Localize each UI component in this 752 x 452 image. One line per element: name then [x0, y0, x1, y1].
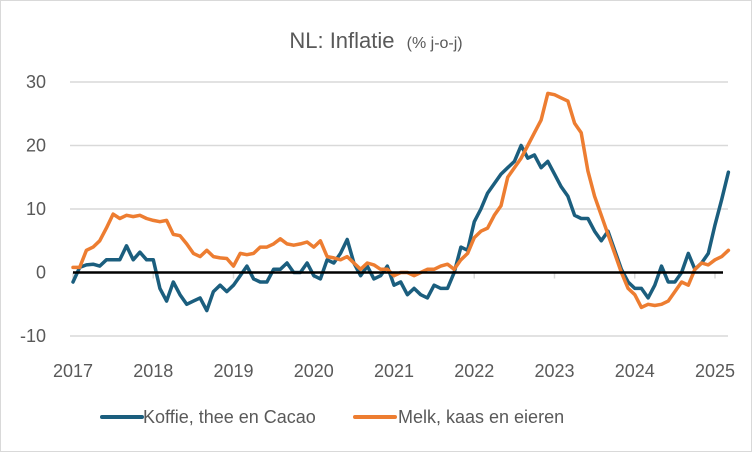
x-tick-label: 2022: [454, 361, 494, 381]
legend-item: Koffie, thee en Cacao: [100, 407, 316, 427]
x-tick-label: 2025: [695, 361, 735, 381]
y-axis-ticks: -10 0 10 20 30: [20, 72, 46, 346]
series-lines: [71, 91, 731, 313]
x-tick-label: 2023: [534, 361, 574, 381]
x-tick-label: 2017: [53, 361, 93, 381]
chart-title: NL: Inflatie (% j-o-j): [289, 28, 462, 53]
chart-title-main: NL: Inflatie: [289, 28, 394, 53]
y-tick-label: 30: [26, 72, 46, 92]
legend-label: Koffie, thee en Cacao: [143, 407, 316, 427]
y-tick-label: 0: [36, 263, 46, 283]
series-line-melk: [71, 91, 731, 310]
x-tick-label: 2021: [374, 361, 414, 381]
x-tick-label: 2018: [133, 361, 173, 381]
gridlines: [70, 81, 728, 337]
x-axis-ticks: 2017 2018 2019 2020 2021 2022 2023 2024 2025: [53, 272, 735, 381]
x-tick-label: 2019: [213, 361, 253, 381]
legend-label: Melk, kaas en eieren: [398, 407, 564, 427]
y-tick-label: 10: [26, 199, 46, 219]
x-tick-label: 2020: [294, 361, 334, 381]
chart-title-subtitle: (% j-o-j): [407, 35, 463, 52]
legend: Koffie, thee en Cacao Melk, kaas en eiere…: [100, 407, 564, 427]
y-tick-label: -10: [20, 326, 46, 346]
x-tick-label: 2024: [615, 361, 655, 381]
y-tick-label: 20: [26, 136, 46, 156]
legend-item: Melk, kaas en eieren: [353, 407, 564, 427]
